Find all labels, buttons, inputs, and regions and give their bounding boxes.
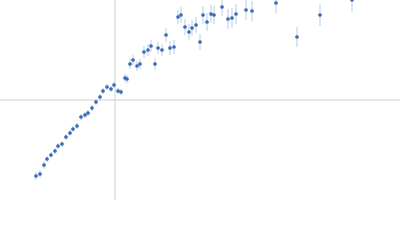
point: [105, 85, 109, 89]
point: [153, 62, 157, 66]
point: [125, 77, 129, 81]
point: [274, 1, 278, 5]
point: [234, 12, 238, 16]
point: [68, 131, 72, 135]
point: [119, 90, 123, 94]
point: [60, 142, 64, 146]
point: [187, 30, 191, 34]
point: [79, 115, 83, 119]
point: [94, 100, 98, 104]
point: [244, 8, 248, 12]
point: [220, 5, 224, 9]
point: [64, 135, 68, 139]
point: [34, 174, 38, 178]
point: [42, 163, 46, 167]
point: [201, 13, 205, 17]
point: [146, 48, 150, 52]
point: [83, 113, 87, 117]
point: [194, 23, 198, 27]
point: [198, 40, 202, 44]
point: [75, 124, 79, 128]
point: [131, 58, 135, 62]
point: [350, 0, 354, 2]
point: [135, 64, 139, 68]
point: [90, 106, 94, 110]
point: [183, 25, 187, 29]
point: [128, 62, 132, 66]
point: [71, 127, 75, 131]
point: [209, 12, 213, 16]
point: [318, 13, 322, 17]
point: [101, 89, 105, 93]
point: [179, 13, 183, 17]
point: [138, 62, 142, 66]
point: [116, 89, 120, 93]
point: [56, 144, 60, 148]
point: [230, 16, 234, 20]
point: [295, 35, 299, 39]
point: [86, 111, 90, 115]
point: [172, 45, 176, 49]
point: [176, 15, 180, 19]
point: [250, 9, 254, 13]
point: [160, 48, 164, 52]
point: [164, 33, 168, 37]
point: [205, 20, 209, 24]
point: [53, 149, 57, 153]
point: [142, 50, 146, 54]
point: [109, 87, 113, 91]
point: [156, 46, 160, 50]
point: [168, 46, 172, 50]
point: [212, 13, 216, 17]
point: [190, 26, 194, 30]
point: [226, 17, 230, 21]
point: [149, 44, 153, 48]
chart: [0, 0, 400, 200]
point: [38, 172, 42, 176]
point: [49, 153, 53, 157]
point: [98, 95, 102, 99]
point: [112, 83, 116, 87]
point: [45, 157, 49, 161]
